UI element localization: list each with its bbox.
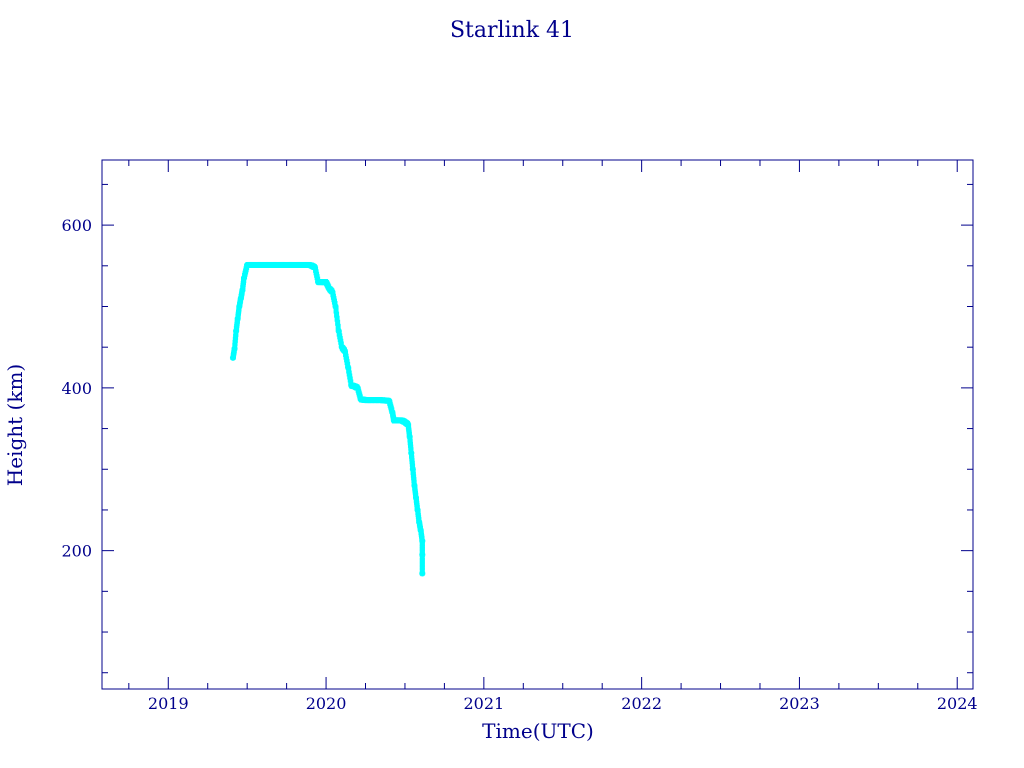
data-point-fill xyxy=(345,361,351,368)
data-point-fill xyxy=(419,549,425,556)
x-tick-label: 2024 xyxy=(937,694,978,713)
data-point-fill xyxy=(341,347,347,354)
data-point-fill xyxy=(335,319,341,326)
data-point-fill xyxy=(419,567,425,574)
data-point-fill xyxy=(274,261,280,268)
y-tick-label: 200 xyxy=(61,542,92,561)
data-point-fill xyxy=(334,315,340,322)
data-points xyxy=(229,261,426,577)
data-point-fill xyxy=(417,525,423,532)
data-point-fill xyxy=(411,479,417,486)
data-point-fill xyxy=(416,517,422,524)
data-point-fill xyxy=(259,261,265,268)
x-axis-label: Time(UTC) xyxy=(482,719,594,743)
data-point-fill xyxy=(251,261,257,268)
data-point-fill xyxy=(406,431,412,438)
data-point-fill xyxy=(236,305,242,312)
data-point-fill xyxy=(413,492,419,499)
data-point-fill xyxy=(231,347,237,354)
data-point-fill xyxy=(333,307,339,314)
data-point-fill xyxy=(377,397,383,404)
y-axis-label: Height (km) xyxy=(3,364,27,486)
data-point-fill xyxy=(334,311,340,318)
data-point-fill xyxy=(233,330,239,337)
data-point-fill xyxy=(241,277,247,284)
data-point-fill xyxy=(369,397,375,404)
axis-ticks xyxy=(102,160,973,689)
chart-title: Starlink 41 xyxy=(450,18,574,43)
data-point-fill xyxy=(338,341,344,348)
data-point-fill xyxy=(410,463,416,470)
data-point-fill xyxy=(348,379,354,386)
tick-labels: 2019 2020 2021 2022 2023 2024 200 400 600 xyxy=(61,216,977,713)
y-tick-label: 400 xyxy=(61,379,92,398)
data-point-fill xyxy=(267,261,273,268)
data-point-fill xyxy=(414,504,420,511)
plot-frame xyxy=(101,159,974,690)
x-tick-label: 2020 xyxy=(306,694,347,713)
y-tick-label: 600 xyxy=(61,216,92,235)
data-point-fill xyxy=(335,323,341,330)
data-point-fill xyxy=(290,261,296,268)
data-point-fill xyxy=(282,261,288,268)
data-point-fill xyxy=(419,557,425,564)
data-point-fill xyxy=(234,317,240,324)
data-point-fill xyxy=(419,536,425,543)
x-tick-label: 2023 xyxy=(779,694,820,713)
data-point-fill xyxy=(419,554,425,561)
data-point-fill xyxy=(389,407,395,414)
x-tick-label: 2019 xyxy=(148,694,189,713)
data-point-fill xyxy=(419,561,425,568)
data-point-fill xyxy=(239,288,245,295)
x-tick-label: 2021 xyxy=(463,694,504,713)
data-point-fill xyxy=(298,261,304,268)
data-point-fill xyxy=(419,564,425,571)
data-point-fill xyxy=(408,447,414,454)
x-tick-label: 2022 xyxy=(621,694,662,713)
data-point-fill xyxy=(332,301,338,308)
